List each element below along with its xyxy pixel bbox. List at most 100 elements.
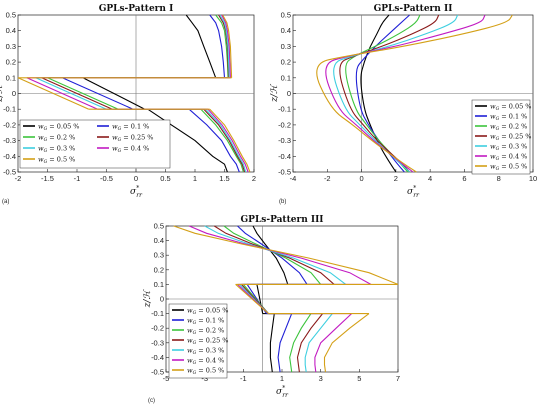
y-tick-label: 0.2	[6, 58, 16, 67]
panel-label: (c)	[148, 398, 155, 404]
legend-entry-value: = 0.5 %	[196, 366, 224, 374]
chart-title: GPLs-Pattern III	[240, 215, 323, 225]
legend-entry-var: w	[112, 144, 118, 152]
series-line	[360, 14, 397, 173]
series-6-group	[316, 14, 513, 173]
y-tick-label: -0.1	[3, 105, 16, 114]
legend-entry: wG = 0.2 %	[187, 326, 224, 336]
x-tick-label: -3	[201, 374, 208, 383]
x-axis-label: σ* rr	[130, 185, 143, 199]
y-tick-label: -0.3	[151, 338, 164, 347]
legend-entry: wG = 0.1 %	[187, 316, 224, 326]
legend-entry-sub: G	[118, 137, 122, 143]
series-line-bottom	[205, 108, 247, 173]
legend-entry-sub: G	[44, 148, 48, 154]
legend-entry-var: w	[187, 306, 193, 314]
legend-entry-sub: G	[193, 350, 197, 356]
legend-entry-value: = 0.2 %	[196, 326, 224, 334]
legend-entry-sub: G	[193, 360, 197, 366]
series-line-top	[185, 14, 217, 78]
series-line-top	[222, 14, 233, 78]
legend-entry-sub: G	[496, 126, 500, 132]
legend-entry-var: w	[112, 122, 118, 130]
legend-entry: wG = 0.1 %	[112, 122, 149, 132]
legend-entry-value: = 0.2 %	[499, 122, 527, 130]
legend-box	[168, 303, 228, 379]
y-tick-label: -0.5	[278, 168, 291, 177]
chart-title: GPLs-Pattern I	[99, 4, 174, 14]
legend-entry: wG = 0.05 %	[490, 102, 531, 112]
x-tick-label: 2	[252, 174, 256, 183]
legend-entry-var: w	[38, 155, 44, 163]
legend-entry-var: w	[187, 366, 193, 374]
series-line-bottom	[277, 313, 293, 373]
series-line-bottom	[289, 313, 312, 373]
legend-entry-value: = 0.25 %	[196, 336, 228, 344]
y-tick-label: 0.1	[154, 280, 164, 289]
series-line-bottom	[200, 108, 244, 173]
series-line-core	[35, 77, 107, 110]
x-tick-label: 1.5	[219, 174, 229, 183]
legend-entry-value: = 0.05 %	[47, 122, 79, 130]
legend-entry-value: = 0.1 %	[121, 122, 149, 130]
y-tick-label: -0.1	[278, 105, 291, 114]
x-tick-label: 1	[193, 174, 197, 183]
legend-entry-sub: G	[44, 126, 48, 132]
x-tick-label: 0	[359, 174, 363, 183]
y-tick-label: 0.2	[281, 58, 291, 67]
legend-entry-sub: G	[44, 159, 48, 165]
legend-entry-value: = 0.3 %	[196, 346, 224, 354]
y-tick-label: -0.3	[3, 136, 16, 145]
panel-b-chart: -4 -2 0 2 4 6 8 10 -0.5 -0.4 -0.3 -0.2 -0.1 0 0.1 0.2 0.…	[270, 4, 537, 205]
series-line-core	[47, 77, 119, 110]
legend-entry-var: w	[187, 356, 193, 364]
legend-entry: wG = 0.05 %	[38, 122, 79, 132]
y-tick-label: -0.2	[278, 120, 291, 129]
legend-entry-var: w	[38, 144, 44, 152]
legend-entry-value: = 0.05 %	[196, 306, 228, 314]
legend-entry-var: w	[490, 152, 496, 160]
legend-entry-value: = 0.3 %	[499, 142, 527, 150]
series-line-top	[173, 225, 399, 285]
y-tick-label: -0.5	[151, 368, 164, 377]
legend-entry: wG = 0.25 %	[187, 336, 228, 346]
legend-entry-sub: G	[118, 148, 122, 154]
series-line-top	[221, 14, 231, 78]
legend-entry: wG = 0.3 %	[38, 144, 75, 154]
x-tick-label: 7	[396, 374, 400, 383]
x-tick-label: 0.5	[160, 174, 170, 183]
y-tick-label: -0.4	[278, 152, 291, 161]
legend-entry-sub: G	[118, 126, 122, 132]
series-line-bottom	[269, 313, 275, 373]
x-tick-label: 10	[529, 174, 537, 183]
y-tick-label: 0.5	[154, 222, 164, 231]
y-tick-label: 0.2	[154, 265, 164, 274]
x-tick-label: 5	[357, 374, 361, 383]
x-tick-label: 1	[280, 374, 284, 383]
series-0-group	[360, 14, 397, 173]
series-line-bottom	[296, 313, 324, 373]
series-6-group	[173, 225, 399, 373]
legend-box	[19, 119, 171, 169]
legend-entry: wG = 0.25 %	[490, 132, 531, 142]
series-line-top	[215, 14, 229, 78]
chart-title: GPLs-Pattern II	[374, 4, 453, 14]
legend-entry-var: w	[490, 132, 496, 140]
x-axis-label-sub: rr	[136, 192, 143, 199]
y-axis-label: z/ℋ	[0, 83, 5, 103]
y-tick-label: 0.1	[281, 73, 291, 82]
x-tick-label: -1.5	[41, 174, 54, 183]
series-line-core	[26, 77, 98, 110]
series-line-core	[17, 77, 90, 110]
x-tick-label: -5	[163, 374, 170, 383]
legend-entry-var: w	[490, 122, 496, 130]
series-line-core	[41, 77, 113, 110]
y-tick-label: 0.4	[154, 236, 164, 245]
legend-entry: wG = 0.5 %	[187, 366, 224, 376]
x-tick-label: 0	[134, 174, 138, 183]
y-tick-label: -0.5	[3, 168, 16, 177]
x-tick-label: 3	[319, 374, 323, 383]
series-line-bottom	[188, 108, 240, 173]
legend-entry: wG = 0.3 %	[490, 142, 527, 152]
panel-label: (a)	[2, 199, 9, 205]
